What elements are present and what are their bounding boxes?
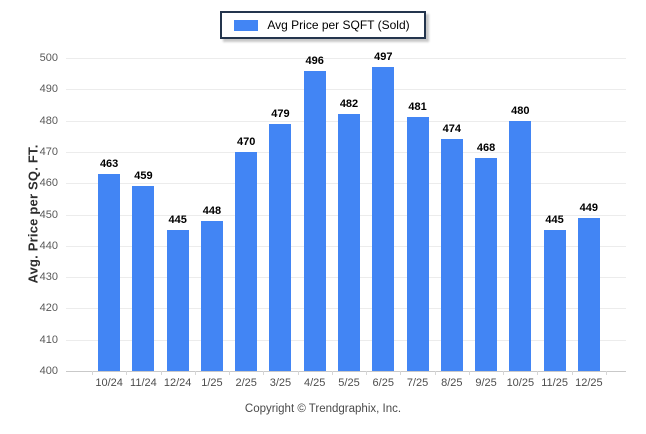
bar-10/24 bbox=[98, 173, 121, 371]
bar-11/24 bbox=[132, 186, 155, 371]
bar-1/25 bbox=[200, 220, 223, 371]
x-axis-tick bbox=[606, 371, 607, 375]
gridline bbox=[66, 58, 626, 59]
bar-9/25 bbox=[475, 158, 498, 371]
bar-value-label: 496 bbox=[305, 54, 324, 67]
bar-value-label: 449 bbox=[579, 201, 599, 214]
x-axis-tick bbox=[126, 371, 128, 375]
y-tick-label: 500 bbox=[39, 52, 58, 64]
y-tick-label: 460 bbox=[39, 177, 58, 190]
x-tick-label: 4/25 bbox=[304, 377, 326, 389]
bar-value-label: 445 bbox=[168, 214, 187, 227]
legend-box: Avg Price per SQFT (Sold) bbox=[220, 11, 426, 39]
x-tick-label: 12/25 bbox=[575, 377, 603, 389]
copyright-text: Copyright © Trendgraphix, Inc. bbox=[244, 403, 402, 415]
bar-3/25 bbox=[269, 123, 292, 371]
x-axis-tick bbox=[434, 371, 436, 375]
y-tick-label: 400 bbox=[39, 365, 58, 377]
x-tick-label: 11/25 bbox=[541, 377, 568, 389]
x-axis-tick bbox=[468, 371, 470, 375]
bar-value-label: 482 bbox=[339, 98, 359, 111]
x-tick-label: 1/25 bbox=[201, 377, 223, 389]
bar-10/25 bbox=[509, 120, 532, 371]
plot-area: 463 459 445 448 470 479 496 482 497 481 474 468 480 4… bbox=[66, 51, 626, 375]
y-tick-label: 450 bbox=[39, 208, 58, 221]
x-axis-tick bbox=[400, 371, 402, 375]
bar-2/25 bbox=[235, 151, 258, 371]
bar-value-label: 474 bbox=[442, 123, 461, 136]
bar-value-label: 480 bbox=[511, 104, 530, 117]
x-tick-label: 7/25 bbox=[406, 377, 429, 389]
bar-value-label: 497 bbox=[374, 51, 393, 64]
bar-value-label: 481 bbox=[408, 101, 427, 114]
legend-label: Avg Price per SQFT (Sold) bbox=[267, 18, 410, 32]
x-axis-tick bbox=[229, 371, 231, 375]
bar-5/25 bbox=[338, 114, 360, 371]
x-axis-tick bbox=[194, 371, 196, 375]
bar-value-label: 479 bbox=[271, 107, 290, 120]
x-tick-label: 2/25 bbox=[235, 377, 257, 389]
bar-value-label: 448 bbox=[202, 204, 222, 217]
bar-7/25 bbox=[406, 117, 429, 371]
x-axis-tick bbox=[263, 371, 265, 375]
y-tick-label: 410 bbox=[39, 333, 58, 346]
y-tick-label: 470 bbox=[39, 145, 58, 158]
x-axis-tick bbox=[537, 371, 539, 375]
x-axis-tick bbox=[571, 371, 573, 375]
y-tick-label: 490 bbox=[39, 83, 58, 96]
x-tick-label: 10/24 bbox=[95, 377, 123, 389]
bar-value-label: 468 bbox=[476, 142, 496, 155]
legend-swatch-icon bbox=[234, 19, 259, 31]
x-tick-label: 5/25 bbox=[338, 377, 360, 389]
bar-value-label: 470 bbox=[237, 135, 256, 148]
bar-value-label: 445 bbox=[545, 214, 564, 227]
x-tick-label: 9/25 bbox=[475, 377, 497, 389]
x-tick-label: 6/25 bbox=[372, 377, 394, 389]
x-tick-label: 10/25 bbox=[506, 377, 535, 389]
x-axis-tick bbox=[366, 371, 368, 375]
bar-value-label: 459 bbox=[134, 170, 153, 183]
y-tick-label: 430 bbox=[39, 271, 58, 284]
bar-6/25 bbox=[372, 67, 395, 371]
bar-12/24 bbox=[166, 230, 189, 371]
legend: Avg Price per SQFT (Sold) bbox=[0, 11, 646, 39]
gridline bbox=[66, 89, 626, 91]
x-axis-tick bbox=[297, 371, 299, 375]
bar-11/25 bbox=[543, 230, 566, 371]
x-axis-tick bbox=[503, 371, 505, 375]
bar-value-label: 463 bbox=[99, 157, 119, 170]
x-axis-line bbox=[66, 371, 626, 372]
bar-4/25 bbox=[303, 70, 326, 371]
x-tick-label: 12/24 bbox=[163, 377, 192, 389]
x-tick-label: 11/24 bbox=[130, 377, 157, 389]
x-axis-tick bbox=[160, 371, 162, 375]
x-axis-tick bbox=[331, 371, 333, 375]
y-tick-label: 420 bbox=[39, 302, 58, 315]
x-axis-tick bbox=[92, 371, 93, 375]
bar-8/25 bbox=[440, 139, 463, 371]
x-tick-label: 8/25 bbox=[441, 377, 463, 389]
y-tick-label: 440 bbox=[39, 239, 58, 252]
y-tick-label: 480 bbox=[39, 114, 58, 127]
bar-12/25 bbox=[577, 217, 600, 371]
x-tick-label: 3/25 bbox=[269, 377, 292, 389]
